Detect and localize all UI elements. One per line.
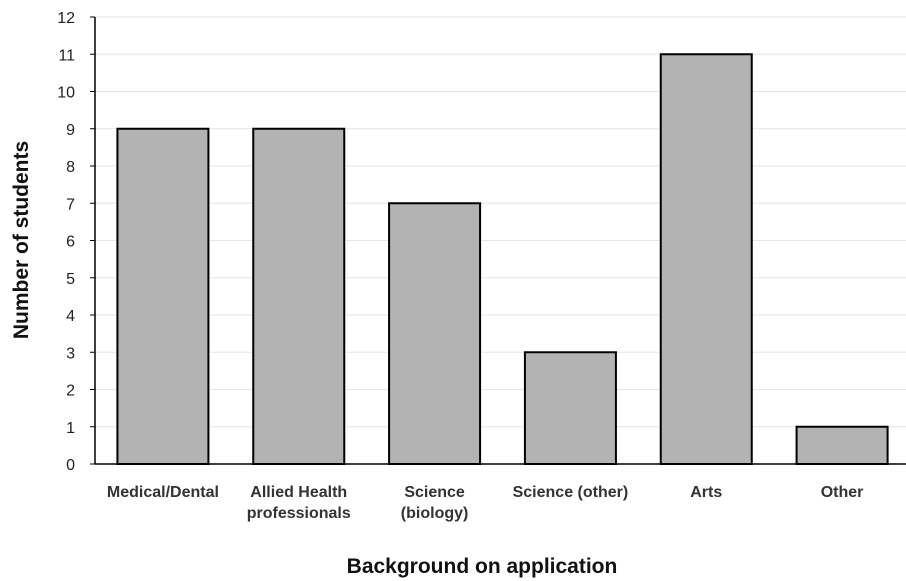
y-tick-label: 6 <box>66 234 75 251</box>
y-tick-label: 10 <box>57 85 75 102</box>
axes <box>90 16 906 465</box>
bar <box>252 127 346 465</box>
bar <box>795 425 889 465</box>
x-tick-label: Medical/Dental <box>107 484 219 501</box>
x-tick-labels: Medical/Dental Allied Health professionals… <box>107 484 864 522</box>
y-tick-label: 12 <box>57 10 75 27</box>
y-tick-label: 2 <box>66 383 75 400</box>
y-tick-label: 11 <box>58 47 75 64</box>
y-tick-label: 8 <box>66 159 75 176</box>
bar <box>523 351 617 465</box>
y-tick-label: 7 <box>66 196 75 213</box>
x-tick-label: Science (other) <box>513 484 629 501</box>
y-axis-title: Number of students <box>10 141 33 339</box>
x-tick-label: Allied Health professionals <box>247 484 351 522</box>
y-tick-label: 1 <box>66 420 75 437</box>
gridlines <box>95 16 906 428</box>
y-tick-label: 4 <box>66 308 75 325</box>
y-tick-label: 5 <box>66 271 75 288</box>
x-axis-title: Background on application <box>347 555 618 578</box>
x-tick-label: Science (biology) <box>401 484 469 522</box>
bar <box>116 127 210 465</box>
bars <box>116 53 889 465</box>
bar <box>388 202 482 465</box>
y-tick-label: 0 <box>66 457 75 474</box>
y-tick-label: 3 <box>66 345 75 362</box>
x-tick-label: Other <box>821 484 864 501</box>
x-tick-label: Arts <box>690 484 722 501</box>
y-tick-label: 9 <box>66 122 75 139</box>
bar <box>659 53 753 465</box>
